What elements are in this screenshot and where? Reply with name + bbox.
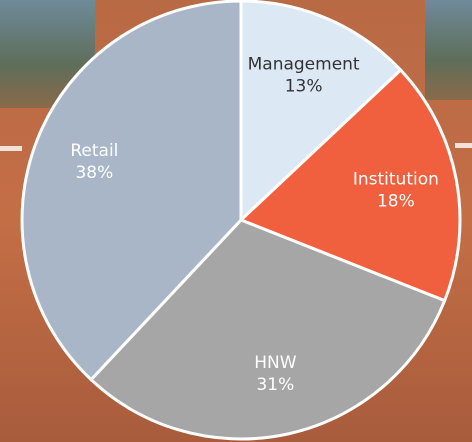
pie-slice — [88, 218, 447, 441]
slice-value-label: 38% — [75, 163, 113, 183]
slice-value-label: 13% — [285, 76, 323, 96]
pie-slice — [239, 0, 403, 224]
slice-value-label: 18% — [377, 191, 415, 211]
slice-label: Management — [248, 54, 360, 74]
pie-slice — [20, 0, 243, 382]
divider-left — [0, 146, 22, 151]
divider-right — [455, 143, 472, 148]
slice-label: HNW — [254, 353, 297, 373]
slice-value-label: 31% — [256, 375, 294, 395]
photo-right — [425, 0, 472, 100]
slice-label: Retail — [70, 141, 118, 161]
pie-slice — [238, 67, 462, 303]
slice-label: Institution — [353, 169, 439, 189]
